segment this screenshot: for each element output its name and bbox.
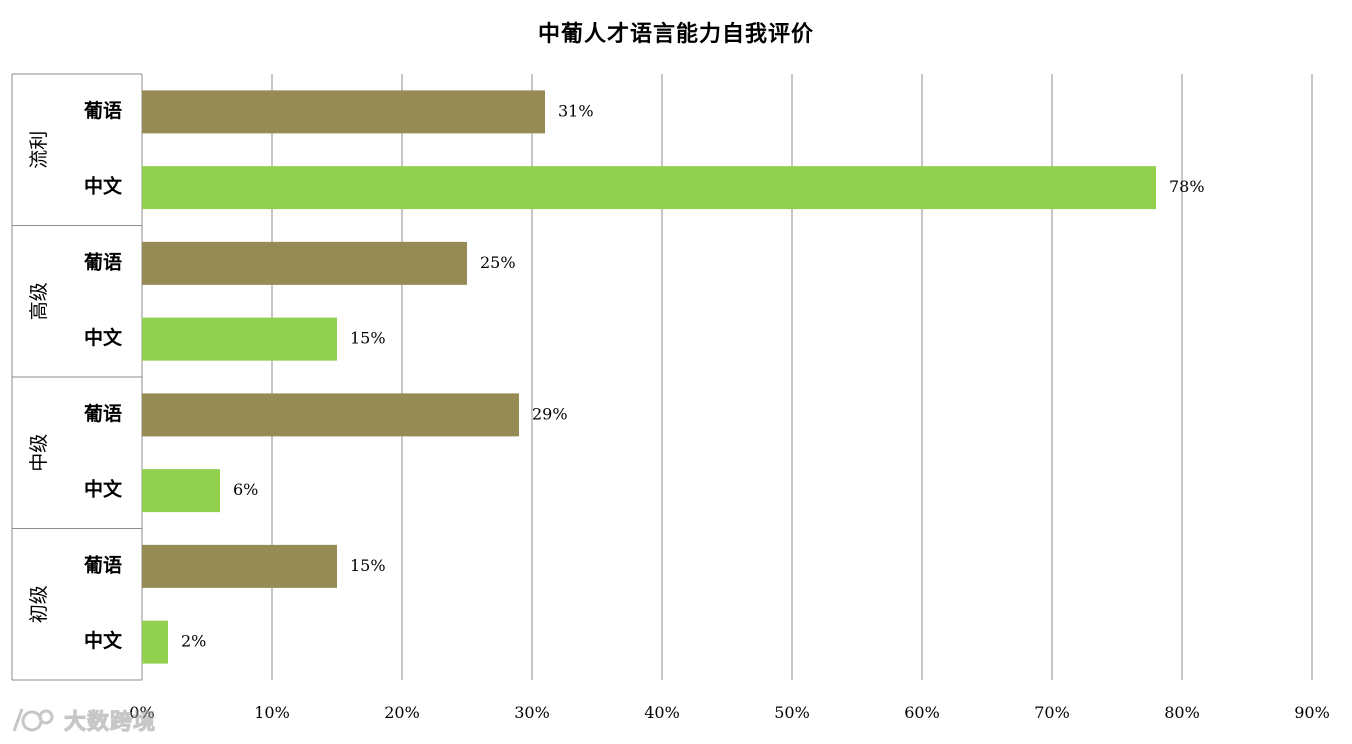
category-label: 中文 — [84, 175, 123, 198]
group-label: 高级 — [28, 282, 50, 320]
x-tick-label: 30% — [514, 703, 550, 722]
chart-title: 中葡人才语言能力自我评价 — [537, 21, 814, 47]
category-label: 中文 — [84, 629, 123, 652]
bar — [142, 544, 337, 588]
watermark-text: 大数跨境 — [63, 710, 157, 736]
group-label: 中级 — [28, 434, 50, 472]
category-label: 中文 — [84, 478, 123, 501]
x-tick-label: 40% — [644, 703, 680, 722]
category-label: 葡语 — [84, 99, 122, 122]
data-label: 2% — [181, 632, 206, 651]
category-label: 中文 — [84, 326, 123, 349]
x-tick-label: 80% — [1164, 703, 1200, 722]
data-label: 31% — [558, 101, 594, 120]
data-label: 6% — [233, 480, 258, 499]
group-label: 流利 — [28, 131, 50, 169]
bar — [142, 620, 168, 664]
bar — [142, 469, 220, 513]
data-label: 25% — [480, 253, 516, 272]
data-label: 29% — [532, 404, 568, 423]
x-tick-label: 20% — [384, 703, 420, 722]
data-label: 15% — [350, 329, 386, 348]
category-label: 葡语 — [84, 250, 122, 273]
category-label: 葡语 — [84, 553, 122, 576]
bar — [142, 90, 545, 134]
group-label: 初级 — [28, 585, 50, 623]
data-label: 78% — [1169, 177, 1205, 196]
watermark: 大数跨境 — [8, 700, 156, 740]
bar — [142, 166, 1156, 210]
bar — [142, 241, 467, 285]
logo-icon — [12, 708, 54, 732]
bar — [142, 317, 337, 361]
x-tick-label: 90% — [1294, 703, 1330, 722]
bar — [142, 393, 519, 437]
x-tick-label: 50% — [774, 703, 810, 722]
category-label: 葡语 — [84, 402, 122, 425]
x-tick-label: 70% — [1034, 703, 1070, 722]
x-tick-label: 10% — [254, 703, 290, 722]
x-tick-label: 60% — [904, 703, 940, 722]
x-tick-label: 0% — [129, 703, 154, 722]
data-label: 15% — [350, 556, 386, 575]
